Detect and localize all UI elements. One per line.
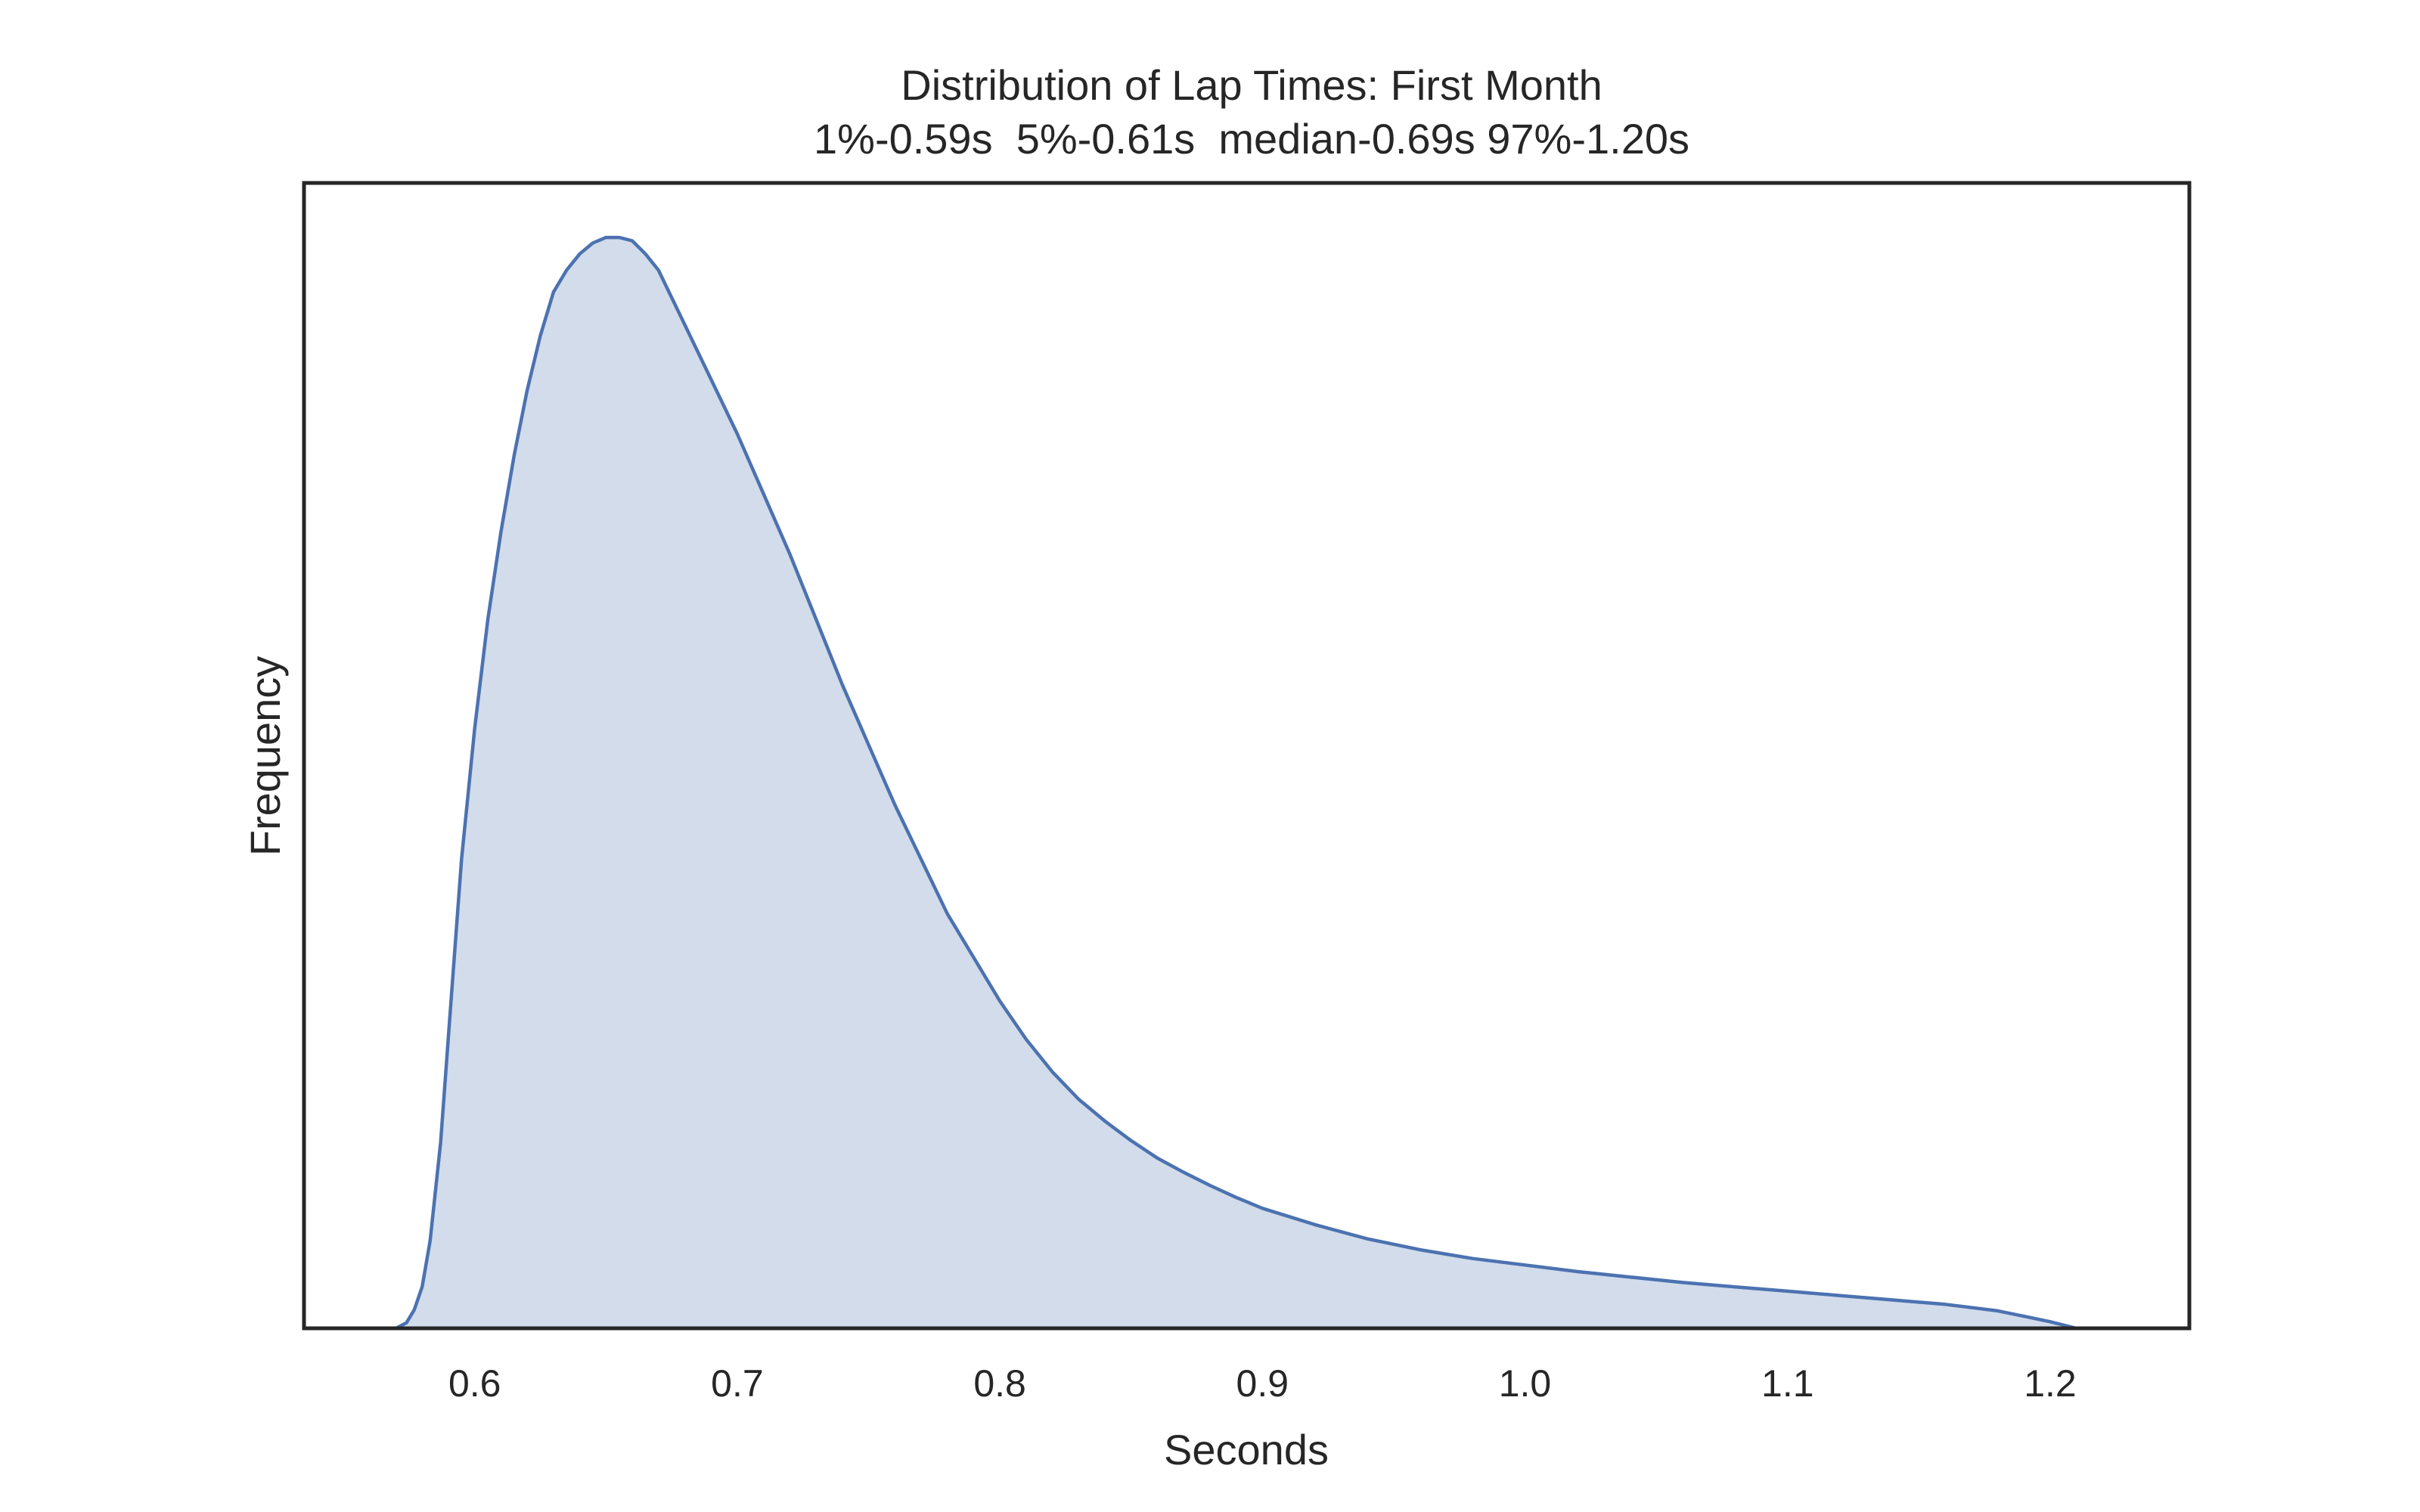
plot-frame (302, 181, 2192, 1331)
chart-title: Distribution of Lap Times: First Month (901, 61, 1602, 109)
x-tick-label: 0.9 (1236, 1362, 1289, 1405)
chart-subtitle: 1%-0.59s 5%-0.61s median-0.69s 97%-1.20s (814, 115, 1689, 163)
x-axis-ticks: 0.6 0.7 0.8 0.9 1.0 1.1 1.2 (448, 1362, 2077, 1405)
x-tick-label: 0.7 (711, 1362, 764, 1405)
x-tick-label: 0.6 (448, 1362, 501, 1405)
density-line (395, 235, 2077, 1331)
x-tick-label: 1.1 (1761, 1362, 1814, 1405)
y-axis-label: Frequency (241, 656, 289, 857)
plot-area (395, 235, 2077, 1331)
x-tick-label: 0.8 (973, 1362, 1026, 1405)
x-tick-label: 1.2 (2024, 1362, 2077, 1405)
x-tick-label: 1.0 (1499, 1362, 1552, 1405)
x-axis-label: Seconds (1164, 1426, 1329, 1473)
density-area-fill (396, 237, 2077, 1329)
